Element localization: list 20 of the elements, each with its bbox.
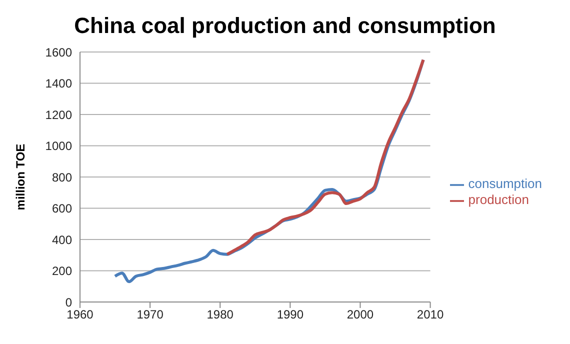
y-tick-label: 1000 — [45, 139, 72, 154]
y-tick-label: 400 — [52, 232, 72, 247]
y-tick-label: 1400 — [45, 76, 72, 91]
x-tick-label: 1980 — [206, 308, 234, 322]
x-tick-label: 1990 — [276, 308, 304, 322]
x-tick-label: 2010 — [416, 308, 444, 322]
y-tick-label: 1600 — [45, 45, 72, 60]
line-series — [226, 58, 425, 256]
y-tick-label: 0 — [65, 295, 72, 310]
y-tick-label: 800 — [52, 170, 72, 184]
x-tick-label: 1970 — [136, 308, 164, 322]
legend-label: consumption — [468, 176, 542, 192]
x-tick-label: 2000 — [346, 308, 374, 322]
y-tick-label: 200 — [52, 264, 72, 278]
y-tick-label: 600 — [52, 202, 72, 216]
legend-label: production — [468, 192, 529, 207]
y-tick-label: 1200 — [45, 108, 72, 122]
x-tick-label: 1960 — [66, 308, 94, 322]
y-axis-title: million TOE — [13, 144, 28, 210]
chart-title: China coal production and consumption — [74, 13, 496, 38]
